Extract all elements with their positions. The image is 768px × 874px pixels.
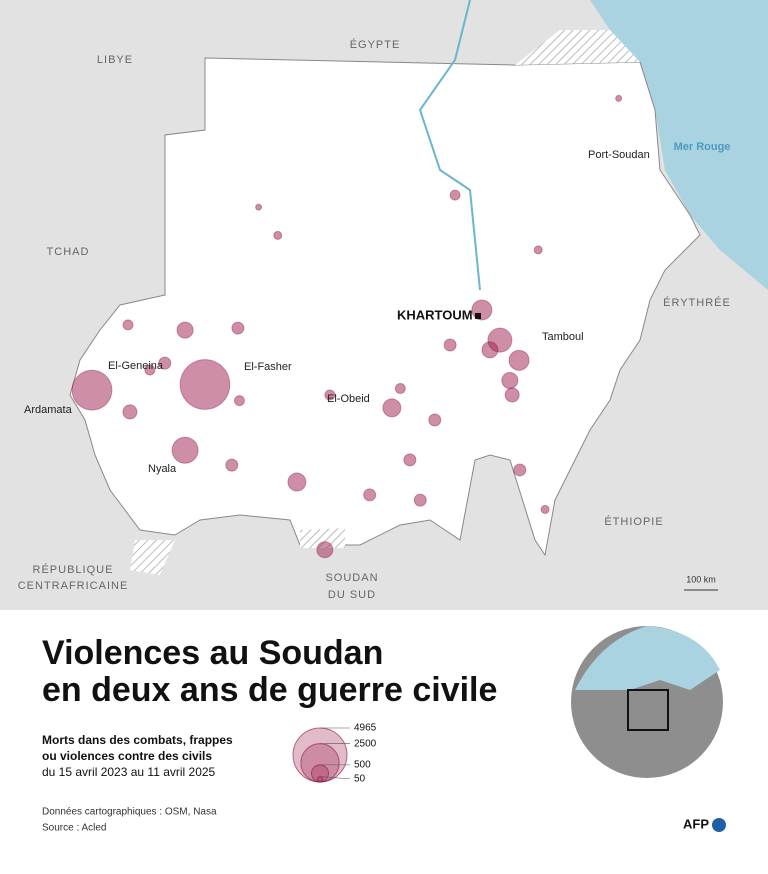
- event-bubble: [501, 371, 519, 390]
- event-bubble: [513, 463, 527, 477]
- city-label: Ardamata: [24, 404, 73, 416]
- legend-label: 4965: [354, 723, 377, 734]
- country-label: LIBYE: [97, 54, 133, 66]
- kafia-kingi: [130, 540, 175, 575]
- event-bubble: [122, 404, 138, 420]
- event-bubble: [443, 338, 457, 352]
- country-label: DU SUD: [328, 589, 376, 601]
- event-bubble: [233, 395, 245, 407]
- halaib-triangle: [515, 30, 640, 65]
- event-bubble: [324, 389, 336, 401]
- event-bubble: [471, 299, 493, 321]
- country-label: CENTRAFRICAINE: [18, 580, 129, 592]
- event-bubble: [504, 387, 520, 403]
- country-label: ÉRYTHRÉE: [663, 296, 731, 309]
- source: Données cartographiques : OSM, Nasa: [42, 807, 217, 818]
- event-bubble: [615, 94, 623, 102]
- event-bubble: [540, 504, 550, 514]
- country-label: ÉTHIOPIE: [604, 515, 663, 528]
- city-label: Nyala: [148, 463, 177, 475]
- capital-marker: [475, 313, 481, 319]
- nile: [418, 0, 481, 291]
- event-bubble: [481, 341, 499, 359]
- event-bubble: [122, 319, 134, 331]
- legend-dates: du 15 avril 2023 au 11 avril 2025: [42, 765, 216, 779]
- event-bubble: [287, 472, 307, 492]
- city-label: El-Fasher: [244, 361, 292, 373]
- event-bubble: [176, 321, 194, 339]
- city-label: Tamboul: [542, 331, 584, 343]
- logo: AFP: [683, 816, 709, 831]
- event-bubble: [533, 245, 543, 255]
- event-bubble: [231, 321, 245, 335]
- title: Violences au Soudan: [42, 634, 383, 672]
- capital-label: KHARTOUM: [397, 307, 473, 322]
- events: [71, 94, 623, 559]
- red-sea: [590, 0, 768, 290]
- globe-sea: [575, 626, 720, 690]
- event-bubble: [179, 359, 231, 410]
- event-bubble: [158, 356, 172, 370]
- city-label: El-Geneina: [108, 360, 164, 372]
- event-bubble: [225, 458, 239, 472]
- source: Source : Acled: [42, 823, 106, 834]
- size-legend: 4965 2500 500 50: [292, 723, 377, 785]
- event-bubble: [413, 493, 427, 507]
- city-label: Port-Soudan: [588, 149, 650, 161]
- legend-label: 2500: [354, 738, 377, 749]
- event-bubble: [449, 189, 461, 201]
- event-bubble: [394, 383, 406, 395]
- legend-label: 50: [354, 774, 366, 785]
- event-bubble: [316, 541, 334, 559]
- event-bubble: [508, 349, 530, 371]
- legend-leader: [319, 776, 351, 780]
- legend-label: 500: [354, 760, 371, 771]
- event-bubble: [71, 369, 113, 411]
- legend-title: Morts dans des combats, frappes: [42, 733, 233, 747]
- event-bubble: [255, 203, 263, 211]
- country-label: TCHAD: [47, 246, 90, 258]
- event-bubble: [382, 398, 402, 418]
- legend-title: ou violences contre des civils: [42, 749, 212, 763]
- title: en deux ans de guerre civile: [42, 671, 497, 709]
- scale-label: 100 km: [686, 574, 716, 584]
- globe-frame: [627, 689, 669, 731]
- country-label: SOUDAN: [325, 572, 378, 584]
- legend-circle: [316, 776, 324, 783]
- event-bubble: [363, 488, 377, 502]
- event-bubble: [403, 453, 417, 467]
- city-label: El-Obeid: [327, 393, 370, 405]
- country-label: RÉPUBLIQUE: [33, 563, 114, 576]
- event-bubble: [144, 364, 156, 376]
- logo-dot: [712, 818, 726, 832]
- abyei: [300, 528, 345, 548]
- country-label: ÉGYPTE: [350, 38, 401, 51]
- event-bubble: [428, 413, 442, 427]
- event-bubble: [273, 230, 283, 240]
- event-bubble: [171, 436, 199, 464]
- sea-label: Mer Rouge: [674, 141, 731, 153]
